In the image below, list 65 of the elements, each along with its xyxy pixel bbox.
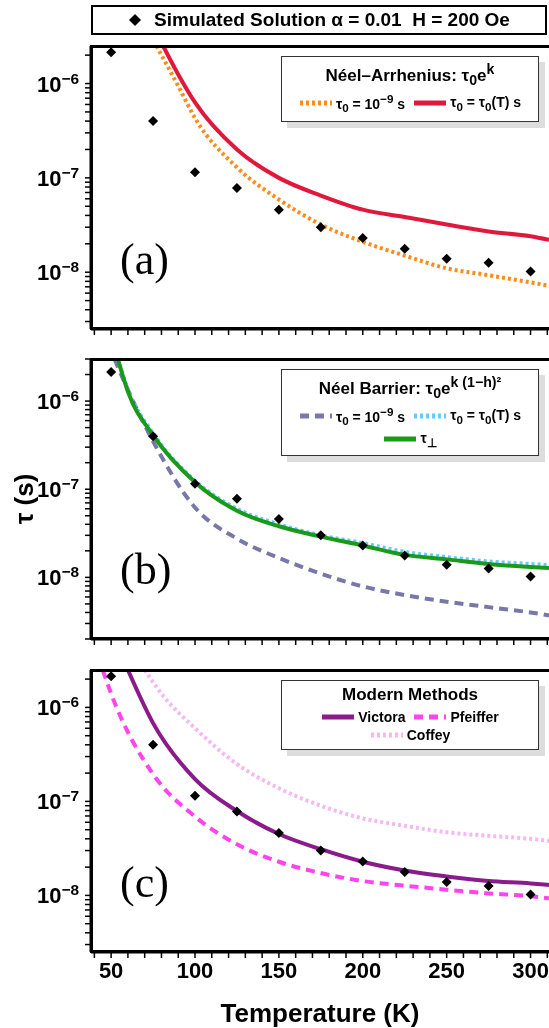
y-tick-label: 10$^{−7}$ — [36, 163, 79, 191]
point — [190, 167, 201, 178]
annotation: (b) — [120, 544, 172, 595]
legend-title: Néel–Arrhenius: τ$_{0}$e$^{k}$ — [324, 61, 496, 89]
point — [399, 243, 410, 254]
point — [399, 867, 410, 878]
point — [357, 233, 368, 244]
y-tick-label: 10$^{−8}$ — [36, 880, 80, 909]
point — [106, 671, 117, 682]
point — [315, 222, 326, 233]
point — [441, 253, 452, 264]
x-axis-title: Temperature (K) — [220, 998, 420, 1028]
legend-label: τ$_{0}$ = τ$_{0}$(T) s — [450, 93, 522, 113]
point — [315, 530, 326, 541]
point — [357, 540, 368, 551]
point — [525, 571, 536, 582]
point — [357, 856, 368, 867]
legend-label: τ$_{0}$ = τ$_{0}$(T) s — [450, 406, 522, 426]
line-series — [142, 670, 549, 843]
legend-title: Néel Barrier: τ$_{0}$e$^{k (1−h)²}$ — [317, 374, 503, 402]
point — [441, 559, 452, 570]
y-tick-label: 10$^{−6}$ — [36, 69, 79, 97]
point — [190, 790, 201, 801]
x-tick-label: 250 — [428, 958, 466, 983]
x-tick-label: 300 — [512, 958, 549, 983]
legend-title: Modern Methods — [341, 685, 479, 705]
y-tick-label: 10$^{−8}$ — [36, 562, 80, 591]
point — [483, 563, 494, 574]
legend-label: Simulated Solution α = 0.01 H = 200 Oe — [154, 9, 510, 31]
point — [483, 257, 494, 268]
point — [525, 889, 536, 900]
point — [148, 739, 159, 750]
legend-label: τ$_{0}$ = 10$^{−9}$ s — [335, 405, 406, 428]
x-tick-label: 200 — [344, 958, 382, 983]
point — [190, 478, 201, 489]
legend-label: Victora — [358, 709, 406, 725]
y-tick-label: 10$^{−7}$ — [36, 786, 79, 815]
point — [483, 880, 494, 891]
point — [399, 550, 410, 561]
point — [106, 47, 117, 58]
x-tick-label: 50 — [98, 958, 124, 983]
legend-label: τ$_{0}$ = 10$^{−9}$ s — [335, 92, 406, 115]
point — [106, 366, 117, 377]
point — [231, 493, 242, 504]
line-series — [161, 46, 549, 242]
y-tick-label: 10$^{−8}$ — [36, 257, 80, 286]
point — [273, 828, 284, 839]
legend-label: Pfeiffer — [450, 709, 499, 725]
point — [231, 806, 242, 817]
legend-label: τ$_{⊥}$ — [420, 429, 437, 450]
point — [525, 266, 536, 277]
x-tick-label: 100 — [176, 958, 214, 983]
point — [273, 204, 284, 215]
y-tick-label: 10$^{−6}$ — [36, 692, 79, 721]
point — [441, 876, 452, 887]
legend-label: Coffey — [406, 727, 451, 743]
point — [273, 513, 284, 524]
annotation: (a) — [120, 234, 169, 285]
annotation: (c) — [120, 857, 169, 908]
x-tick-label: 150 — [260, 958, 298, 983]
point — [148, 431, 159, 442]
y-tick-label: 10$^{−6}$ — [36, 386, 79, 415]
point — [315, 845, 326, 856]
point — [231, 183, 242, 194]
point — [148, 116, 159, 127]
